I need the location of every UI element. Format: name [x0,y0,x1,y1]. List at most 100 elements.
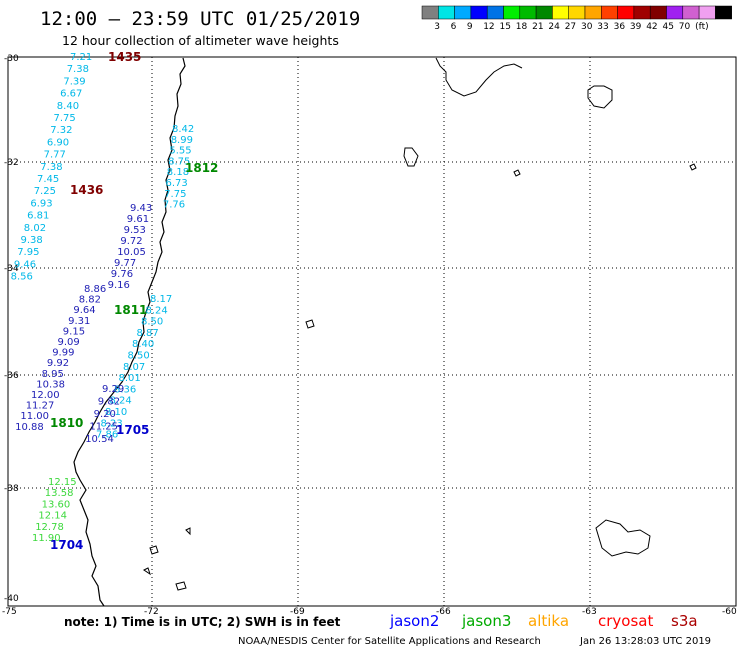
swh-value: 10.38 [36,379,65,390]
swh-value: 9.64 [73,305,95,316]
legend-tick: 9 [467,22,473,32]
legend-swatch [682,5,700,20]
legend-tick: 70 [679,22,691,32]
lat-tick: -32 [4,158,19,168]
islet-4 [143,567,151,576]
pass-time-label: 1704 [50,538,83,552]
legend-swatch [519,5,537,20]
islet-2 [149,545,159,555]
swh-value: 6.73 [166,178,188,189]
swh-value: 8.87 [137,328,159,339]
satellite-s3a: s3a [671,612,698,630]
timestamp: Jan 26 13:28:03 UTC 2019 [579,636,711,647]
lon-tick: -69 [290,607,305,617]
legend-swatch [633,5,651,20]
lat-tick: -30 [4,54,19,64]
swh-value: 8.56 [11,272,33,283]
legend-swatch [584,5,602,20]
swh-value: 8.86 [84,284,106,295]
pass-times: 1435 1812 1436 1811 1705 1810 1704 [50,50,218,552]
swh-value: 9.46 [14,259,36,270]
legend-swatch [715,5,732,20]
swh-value: 6.81 [27,211,49,222]
track-t1811: 8.178.248.508.878.408.508.078.018.368.24… [96,294,172,441]
swh-value: 9.61 [127,214,149,225]
legend-tick: 21 [532,22,543,32]
swh-value: 8.99 [171,135,193,146]
swh-value: 8.02 [24,223,46,234]
swh-value: 11.27 [26,401,55,412]
legend-tick: 36 [614,22,626,32]
swh-value: 8.18 [167,167,189,178]
swh-value: 7.77 [44,150,66,161]
legend-tick: 6 [451,22,457,32]
coast-buenos-aires [403,147,419,167]
swh-value: 8.17 [150,294,172,305]
swh-value: 7.25 [34,186,56,197]
swh-value: 9.31 [68,316,90,327]
swh-tracks: 7.217.387.396.678.407.757.326.907.777.38… [11,52,195,544]
swh-value: 7.75 [54,113,76,124]
swh-value: 12.00 [31,390,60,401]
legend-swatch [454,5,472,20]
island-small [587,85,613,109]
legend-tick: 15 [500,22,511,32]
swh-value: 6.93 [30,198,52,209]
legend-swatch [568,5,586,20]
swh-value: 8.40 [57,101,79,112]
swh-value: 8.40 [132,339,154,350]
swh-value: 6.67 [60,89,82,100]
swh-value: 9.82 [98,397,120,408]
legend-tick: 45 [663,22,674,32]
lat-tick: -38 [4,484,19,494]
footer-note: note: 1) Time is in UTC; 2) SWH is in fe… [64,615,341,629]
swh-value: 7.75 [164,189,186,200]
swh-value: 9.53 [124,225,146,236]
legend-swatch [438,5,455,20]
island-dot-2 [689,163,697,171]
pass-time-label: 1435 [108,50,141,64]
track-t1435: 7.217.387.396.678.407.757.326.907.777.38… [11,52,93,283]
swh-value: 7.38 [40,162,62,173]
map-subtitle: 12 hour collection of altimeter wave hei… [62,33,339,48]
swh-value: 7.21 [70,52,92,63]
satellite-legend: jason2 jason3 altika cryosat s3a [389,612,698,630]
satellite-jason3: jason3 [461,612,511,630]
lat-tick: -40 [4,594,19,604]
swh-value: 7.45 [37,174,59,185]
island-dot-3 [305,319,315,329]
legend-tick: (ft) [695,22,709,32]
swh-value: 8.50 [141,317,163,328]
islet-3 [175,581,187,591]
grid [8,57,736,606]
swh-value: 11.90 [32,533,61,544]
swh-value: 10.05 [117,247,146,258]
swh-value: 9.29 [102,384,124,395]
swh-value: 8.24 [110,396,132,407]
swh-value: 9.09 [58,337,80,348]
lon-tick: -75 [2,607,17,617]
swh-value: 9.43 [130,203,152,214]
swh-value: 10.88 [15,422,44,433]
satellite-jason2: jason2 [389,612,439,630]
swh-value: 8.24 [146,305,168,316]
legend-tick: 27 [565,22,576,32]
legend-tick: 33 [597,22,608,32]
swh-value: 11.25 [89,422,118,433]
legend-swatch [601,5,618,20]
islet-1 [185,527,191,536]
legend-swatch [666,5,684,20]
island-dot-1 [513,169,521,177]
swh-value: 13.58 [45,488,74,499]
peninsula-valdes [595,519,651,557]
swh-value: 11.00 [20,411,49,422]
swh-value: 13.60 [42,499,71,510]
swh-value: 9.20 [94,409,116,420]
swh-value: 8.95 [42,369,64,380]
swh-value: 5.55 [169,146,191,157]
latitude-labels: -30 -32 -34 -36 -38 -40 [4,54,19,604]
swh-value: 9.15 [63,326,85,337]
swh-value: 9.76 [111,269,133,280]
lon-tick: -66 [436,607,451,617]
